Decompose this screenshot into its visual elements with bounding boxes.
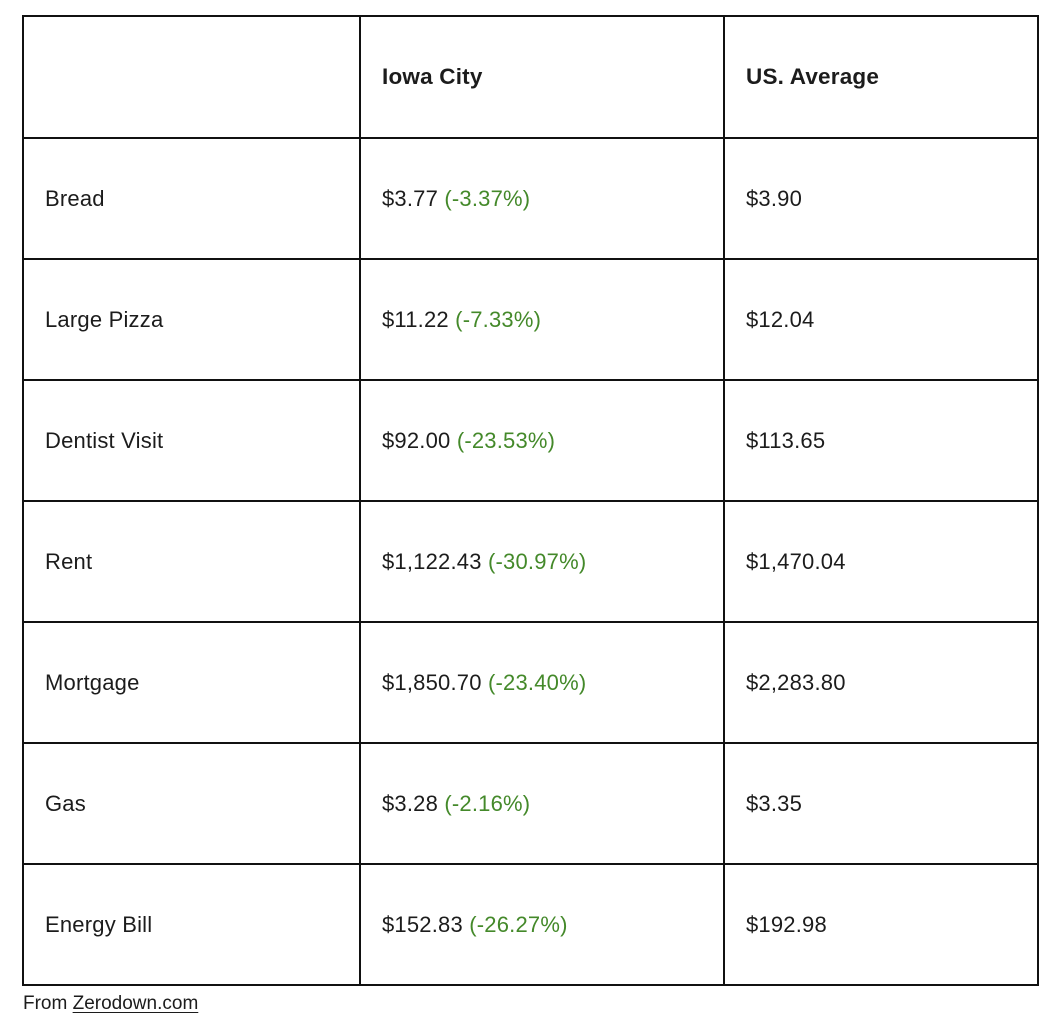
table-container: Iowa City US. Average Bread $3.77 (-3.37… [22, 15, 1039, 986]
row-label: Dentist Visit [22, 379, 361, 502]
row-label: Mortgage [22, 621, 361, 744]
us-average-price: $192.98 [746, 911, 827, 937]
header-row: Iowa City US. Average [22, 15, 1039, 139]
iowa-city-cell: $1,850.70 (-23.40%) [359, 621, 725, 744]
iowa-price: $1,122.43 [382, 548, 482, 574]
iowa-change-percent: (-26.27%) [469, 911, 568, 937]
row-label: Energy Bill [22, 863, 361, 986]
iowa-price: $152.83 [382, 911, 463, 937]
us-average-cell: $3.35 [723, 742, 1039, 865]
attribution: From Zerodown.com [23, 993, 1060, 1015]
iowa-price: $3.77 [382, 185, 439, 211]
us-average-cell: $12.04 [723, 258, 1039, 381]
header-cell-empty [22, 15, 361, 139]
table-header: Iowa City US. Average [22, 15, 1039, 139]
iowa-change-percent: (-30.97%) [488, 548, 587, 574]
us-average-cell: $2,283.80 [723, 621, 1039, 744]
iowa-city-cell: $3.28 (-2.16%) [359, 742, 725, 865]
iowa-price: $11.22 [382, 306, 449, 332]
us-average-price: $1,470.04 [746, 548, 846, 574]
iowa-city-cell: $92.00 (-23.53%) [359, 379, 725, 502]
cost-comparison-table: Iowa City US. Average Bread $3.77 (-3.37… [22, 15, 1039, 986]
us-average-price: $113.65 [746, 427, 826, 453]
row-label: Gas [22, 742, 361, 865]
us-average-price: $12.04 [746, 306, 815, 332]
table-row: Large Pizza $11.22 (-7.33%) $12.04 [22, 258, 1039, 381]
iowa-city-cell: $152.83 (-26.27%) [359, 863, 725, 986]
iowa-city-cell: $1,122.43 (-30.97%) [359, 500, 725, 623]
iowa-change-percent: (-23.53%) [456, 427, 556, 453]
us-average-cell: $1,470.04 [723, 500, 1039, 623]
iowa-change-percent: (-3.37%) [444, 185, 531, 211]
us-average-cell: $192.98 [723, 863, 1039, 986]
iowa-price: $1,850.70 [382, 669, 482, 695]
iowa-price: $3.28 [382, 790, 439, 816]
attribution-prefix: From [23, 993, 73, 1014]
table-row: Dentist Visit $92.00 (-23.53%) $113.65 [22, 379, 1039, 502]
iowa-change-percent: (-23.40%) [488, 669, 587, 695]
table-row: Bread $3.77 (-3.37%) $3.90 [22, 137, 1039, 260]
us-average-cell: $3.90 [723, 137, 1039, 260]
header-cell-us-average: US. Average [723, 15, 1039, 139]
iowa-city-cell: $11.22 (-7.33%) [359, 258, 725, 381]
iowa-change-percent: (-2.16%) [444, 790, 531, 816]
table-row: Gas $3.28 (-2.16%) $3.35 [22, 742, 1039, 865]
zerodown-link[interactable]: Zerodown.com [72, 993, 199, 1014]
iowa-price: $92.00 [382, 427, 451, 453]
row-label: Rent [22, 500, 361, 623]
table-row: Energy Bill $152.83 (-26.27%) $192.98 [22, 863, 1039, 986]
us-average-price: $2,283.80 [746, 669, 846, 695]
iowa-change-percent: (-7.33%) [455, 306, 542, 332]
us-average-price: $3.90 [746, 185, 803, 211]
table-row: Mortgage $1,850.70 (-23.40%) $2,283.80 [22, 621, 1039, 744]
us-average-price: $3.35 [746, 790, 803, 816]
iowa-city-cell: $3.77 (-3.37%) [359, 137, 725, 260]
row-label: Bread [22, 137, 361, 260]
table-row: Rent $1,122.43 (-30.97%) $1,470.04 [22, 500, 1039, 623]
header-cell-iowa-city: Iowa City [359, 15, 725, 139]
us-average-cell: $113.65 [723, 379, 1039, 502]
table-body: Bread $3.77 (-3.37%) $3.90 Large Pizza $… [22, 137, 1039, 986]
row-label: Large Pizza [22, 258, 361, 381]
